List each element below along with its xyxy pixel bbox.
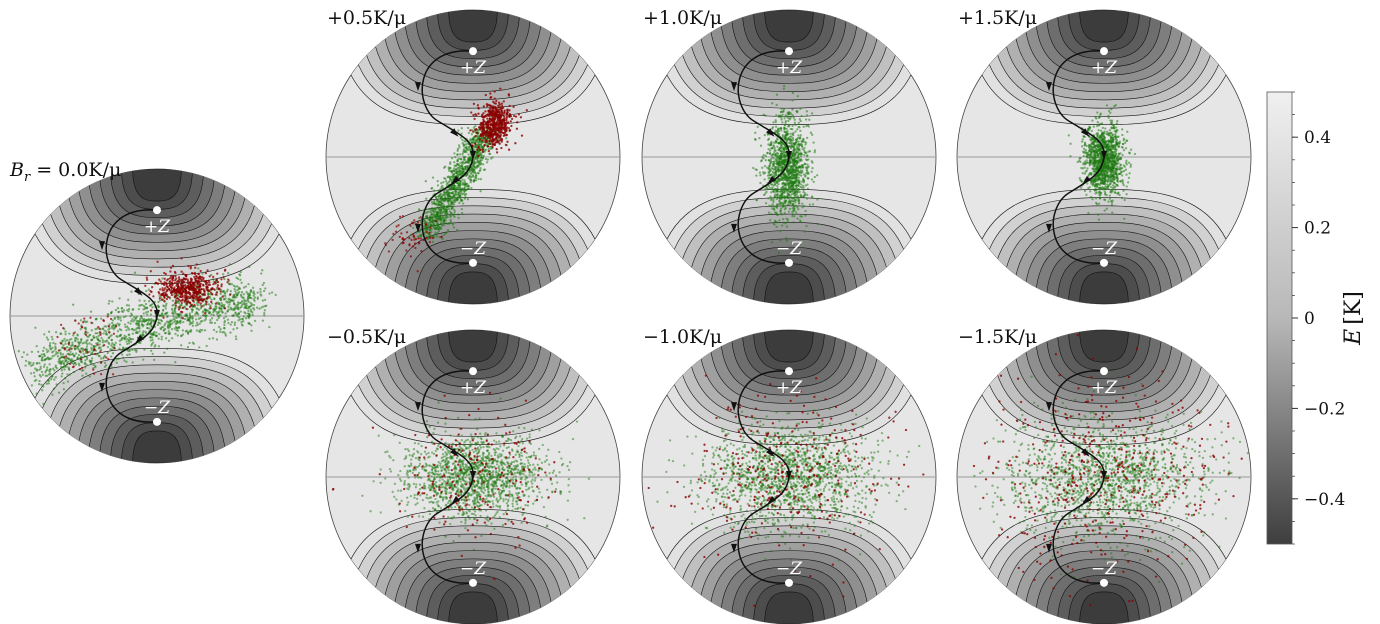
panel-0-label-rest: = 0.0K/μ [30,159,121,181]
panel-5-label: −1.0K/μ [643,326,722,348]
particle-cloud [961,334,1251,607]
contour-top [448,10,498,43]
panel-0-label-sub: r [24,170,31,185]
contour-bottom [764,271,814,304]
panel-0-label-var: B [9,159,24,181]
panel-4-label: −0.5K/μ [327,326,406,348]
contour-top [1079,10,1129,43]
trajectory [415,50,476,264]
pole-top-marker [1100,47,1108,56]
contour-top [764,10,814,43]
pole-bottom-label: −Z [776,559,803,579]
trajectory [1046,370,1107,584]
panel-0: +Z −Z [9,168,305,464]
colorbar-label-main: E [1341,329,1366,346]
pole-bottom-marker [785,258,793,267]
colorbar: 0.4 0.2 0 −0.2 −0.4 E [K] [1266,91,1366,545]
contour-bottom [448,271,498,304]
pole-bottom-marker [153,417,161,426]
poles: +Z −Z [1091,367,1118,587]
pole-top-label: +Z [776,378,803,398]
panel-4: +Z −Z [325,329,621,624]
colorbar-gradient [1266,91,1293,545]
panel-0-label: Br = 0.0K/μ [9,159,121,185]
trajectory [1046,50,1107,264]
panel-6-label: −1.5K/μ [958,326,1037,348]
pole-top-marker [469,367,477,376]
colorbar-tick-label: −0.2 [1304,399,1345,419]
pole-bottom-label: −Z [776,239,803,259]
trajectory [731,370,792,584]
pole-bottom-marker [469,258,477,267]
poles: +Z −Z [776,47,803,267]
trajectory [415,370,476,584]
panel-6: +Z −Z [956,329,1252,624]
contour-bottom [132,430,182,463]
particle-cloud [17,257,277,406]
pole-top-marker [469,47,477,56]
pole-bottom-marker [1100,578,1108,587]
panel-2: +Z −Z [641,9,937,305]
contour-bottom [448,591,498,624]
contour-top [764,330,814,363]
pole-top-marker [785,47,793,56]
panel-5: +Z −Z [641,329,937,624]
pole-bottom-label: −Z [144,398,171,418]
poles: +Z −Z [460,367,487,587]
trajectory [731,50,792,264]
pole-bottom-marker [1100,258,1108,267]
contour-bottom [1079,591,1129,624]
panel-1-label: +0.5K/μ [327,7,406,29]
colorbar-label: E [K] [1341,291,1366,346]
pole-top-marker [785,367,793,376]
pole-top-label: +Z [460,58,487,78]
colorbar-tick-label: 0.4 [1304,128,1331,148]
poles: +Z −Z [460,47,487,267]
particle-cloud [647,330,925,607]
poles: +Z −Z [776,367,803,587]
pole-top-label: +Z [1091,58,1118,78]
pole-top-label: +Z [1091,378,1118,398]
panel-3: +Z −Z [956,9,1252,305]
pole-top-label: +Z [144,217,171,237]
particle-cloud [752,84,819,254]
colorbar-tick-label: −0.4 [1304,490,1345,510]
colorbar-label-unit: [K] [1341,291,1366,325]
colorbar-ticks: 0.4 0.2 0 −0.2 −0.4 [1292,91,1345,545]
pole-top-label: +Z [460,378,487,398]
contour-top [132,169,182,202]
panel-2-label: +1.0K/μ [643,7,722,29]
particle-cloud [384,87,528,273]
pole-top-marker [1100,367,1108,376]
poles: +Z −Z [1091,47,1118,267]
pole-bottom-label: −Z [1091,239,1118,259]
trajectory [99,209,160,423]
contour-top [448,330,498,363]
contour-bottom [1079,271,1129,304]
pole-bottom-marker [469,578,477,587]
pole-top-marker [153,206,161,215]
colorbar-tick-label: 0.2 [1304,219,1331,239]
panel-1: +Z −Z [325,9,621,305]
pole-bottom-marker [785,578,793,587]
pole-bottom-label: −Z [460,239,487,259]
pole-top-label: +Z [776,58,803,78]
pole-bottom-label: −Z [1091,559,1118,579]
particle-cloud [331,391,591,581]
panel-3-label: +1.5K/μ [958,7,1037,29]
poles: +Z −Z [144,206,171,426]
contour-bottom [764,591,814,624]
pole-bottom-label: −Z [460,559,487,579]
contour-top [1079,330,1129,363]
colorbar-tick-label: 0 [1304,309,1315,329]
